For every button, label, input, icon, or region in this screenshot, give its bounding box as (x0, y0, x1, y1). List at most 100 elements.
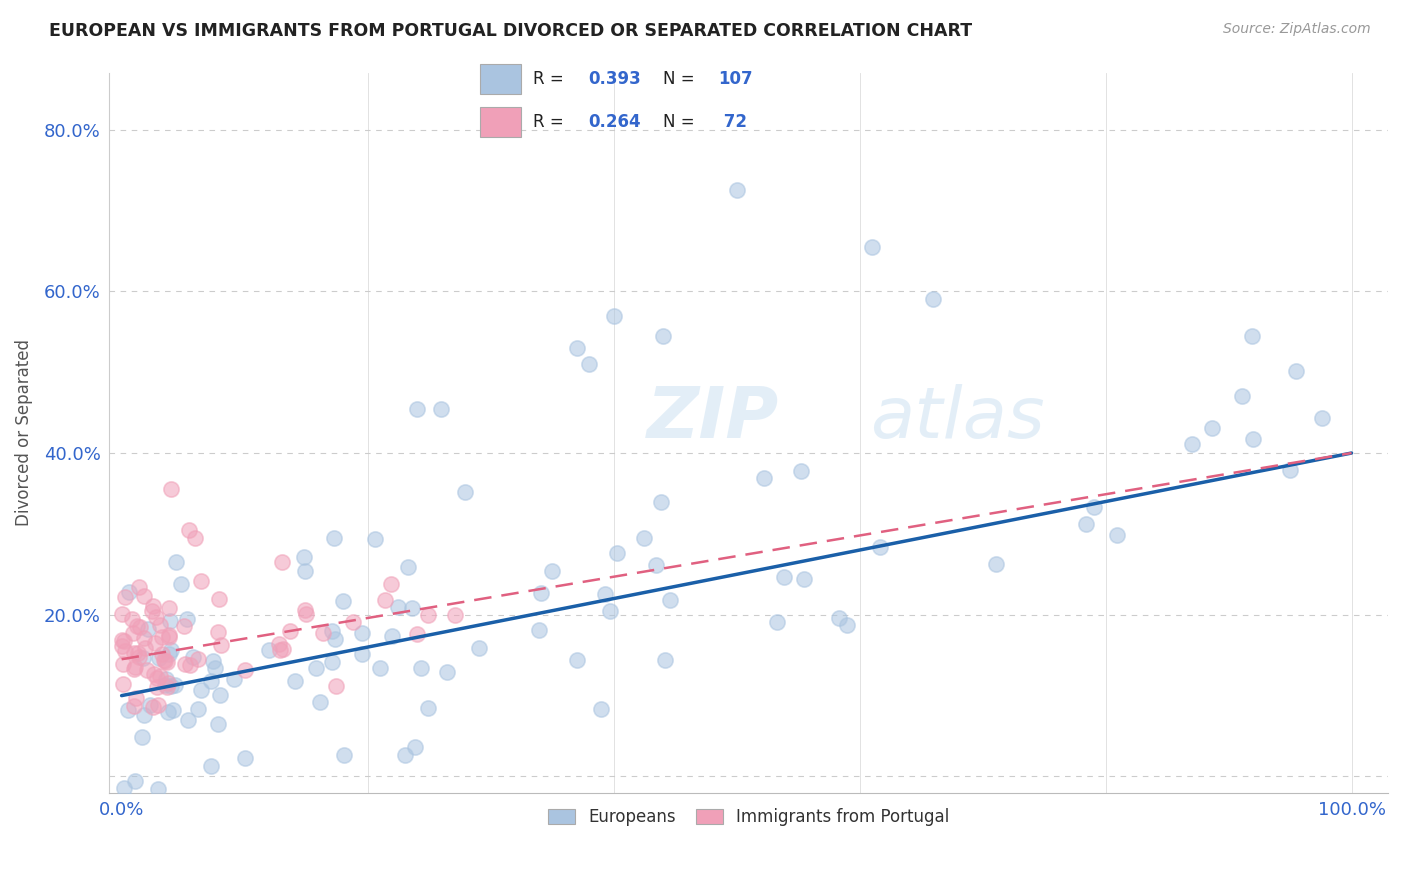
Point (633, 532, 655, 546)
Point (127, 646, 149, 660)
Point (725, 183, 748, 197)
Point (149, 669, 172, 683)
Point (179, 657, 201, 672)
Point (146, 806, 169, 821)
Point (278, 624, 301, 639)
Point (207, 624, 229, 639)
Point (207, 717, 229, 731)
Point (1240, 328, 1263, 343)
Point (131, 650, 153, 665)
Point (179, 523, 201, 537)
Legend: Europeans, Immigrants from Portugal: Europeans, Immigrants from Portugal (540, 800, 957, 835)
Point (157, 647, 180, 661)
Text: N =: N = (662, 70, 700, 87)
Point (416, 701, 439, 715)
Point (118, 794, 141, 808)
Point (121, 612, 143, 626)
Point (416, 607, 439, 622)
Point (394, 748, 416, 763)
Point (157, 630, 180, 644)
Point (157, 676, 180, 690)
Point (136, 622, 159, 636)
Point (148, 650, 170, 665)
Point (129, 619, 152, 633)
Text: 0.264: 0.264 (589, 113, 641, 131)
Point (159, 483, 181, 497)
Point (112, 657, 135, 671)
Point (294, 603, 316, 617)
Point (114, 633, 136, 648)
Point (112, 677, 135, 691)
Point (454, 484, 477, 499)
Point (148, 698, 170, 713)
Point (342, 615, 364, 630)
Point (325, 632, 347, 646)
Point (112, 780, 135, 795)
Point (170, 577, 193, 591)
Point (267, 637, 290, 651)
Point (269, 642, 291, 657)
Point (350, 647, 373, 661)
Point (156, 655, 179, 669)
Point (176, 612, 198, 626)
Point (790, 464, 813, 478)
Point (181, 649, 204, 664)
Point (150, 630, 173, 644)
Text: 0.393: 0.393 (589, 70, 641, 87)
Point (122, 662, 145, 676)
Point (374, 593, 396, 607)
Text: 72: 72 (718, 113, 748, 131)
Point (111, 632, 134, 647)
Point (141, 603, 163, 617)
Point (187, 702, 209, 716)
Point (174, 657, 197, 672)
Point (152, 653, 174, 667)
Point (467, 640, 489, 655)
Point (142, 666, 165, 681)
FancyBboxPatch shape (481, 107, 520, 136)
Point (593, 587, 616, 601)
Point (370, 661, 392, 675)
Point (436, 665, 458, 679)
FancyBboxPatch shape (481, 64, 520, 94)
Point (312, 626, 335, 640)
Text: R =: R = (533, 70, 569, 87)
Point (134, 641, 156, 656)
Point (380, 577, 402, 591)
Point (122, 626, 145, 640)
Text: N =: N = (662, 113, 700, 131)
Point (257, 643, 280, 657)
Point (131, 730, 153, 744)
Point (153, 654, 176, 668)
Point (658, 593, 681, 607)
Point (409, 661, 432, 675)
Point (599, 604, 621, 618)
Point (654, 653, 676, 667)
Point (128, 580, 150, 594)
Point (177, 714, 200, 728)
Point (793, 572, 815, 586)
Point (387, 599, 409, 614)
Point (401, 601, 423, 615)
Point (149, 618, 172, 632)
Point (148, 781, 170, 796)
Point (565, 341, 588, 355)
Point (173, 619, 195, 633)
Point (527, 624, 550, 638)
Point (200, 759, 222, 773)
Point (606, 546, 628, 560)
Point (295, 607, 318, 621)
Point (190, 683, 212, 698)
Point (153, 678, 176, 692)
Point (209, 638, 232, 652)
Point (984, 557, 1007, 571)
Point (142, 599, 165, 613)
Point (143, 636, 166, 650)
Point (530, 586, 553, 600)
Point (350, 626, 373, 640)
Point (284, 674, 307, 689)
Point (1181, 437, 1204, 451)
Text: Source: ZipAtlas.com: Source: ZipAtlas.com (1223, 22, 1371, 37)
Point (860, 240, 883, 254)
Point (224, 673, 246, 687)
